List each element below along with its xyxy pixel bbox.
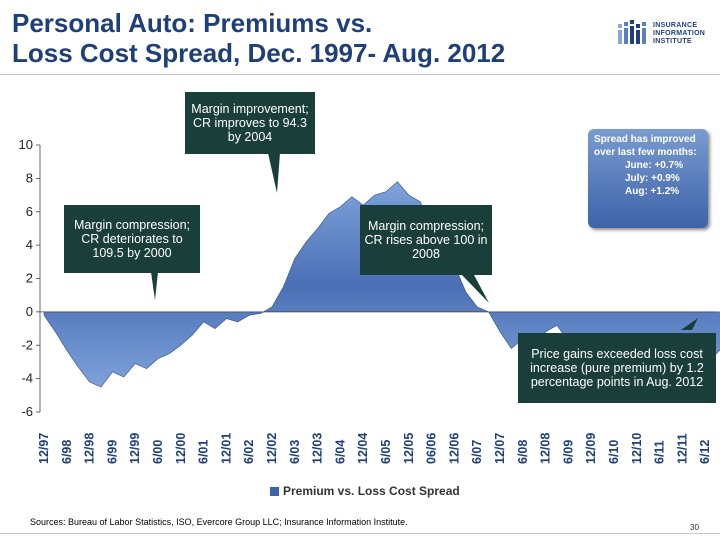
x-tick-label: 6/11 (653, 440, 667, 464)
callout-price-gains-text: Price gains exceeded loss cost increase … (530, 347, 704, 389)
logo-line-1: INSURANCE (653, 22, 698, 29)
y-tick-label: 6 (26, 204, 33, 219)
callout-margin-compression-2008: Margin compression; CR rises above 100 i… (360, 205, 492, 275)
iii-logo-icon (618, 20, 646, 44)
y-tick-label: -4 (21, 371, 33, 386)
logo-line-3: INSTITUTE (653, 38, 692, 45)
x-tick-label: 12/02 (265, 433, 279, 464)
x-tick-label: 12/01 (219, 433, 233, 464)
x-tick-label: 6/09 (561, 440, 575, 464)
x-tick-label: 12/05 (402, 433, 416, 464)
page-number: 30 (690, 523, 699, 532)
x-tick-label: 12/10 (630, 433, 644, 464)
spread-july: July: +0.9% (625, 173, 680, 184)
x-tick-label: 06/06 (425, 433, 439, 464)
x-tick-label: 12/11 (675, 433, 689, 464)
y-tick-label: 0 (26, 304, 33, 319)
x-axis: 12/97 6/98 12/98 6/99 12/99 6/00 12/00 6/01 12/0… (37, 433, 712, 464)
y-axis: 10 8 6 4 2 0 -2 -4 -6 (19, 137, 41, 419)
x-tick-label: 12/07 (493, 433, 507, 464)
callout-margin-improvement-text: Margin improvement; CR improves to 94.3 … (191, 102, 309, 144)
x-tick-label: 6/05 (379, 440, 393, 464)
y-tick-label: 10 (19, 137, 33, 152)
x-tick-label: 12/00 (174, 433, 188, 464)
callout-pointer-2004 (268, 153, 280, 193)
x-tick-label: 12/09 (584, 433, 598, 464)
x-tick-label: 6/10 (607, 440, 621, 464)
title-divider (0, 74, 720, 75)
legend-swatch (270, 487, 279, 497)
x-tick-label: 12/03 (311, 433, 325, 464)
spread-aug: Aug: +1.2% (625, 186, 680, 197)
spread-summary-box: Spread has improved over last few months… (588, 129, 708, 228)
y-tick-label: 8 (26, 170, 33, 185)
x-tick-label: 12/98 (83, 433, 97, 464)
spread-line-1: Spread has improved (594, 134, 696, 145)
callout-pointer-2012 (681, 318, 698, 330)
x-tick-label: 6/00 (151, 440, 165, 464)
callout-margin-improvement: Margin improvement; CR improves to 94.3 … (185, 92, 315, 154)
x-tick-label: 12/06 (447, 433, 461, 464)
x-tick-label: 6/02 (242, 440, 256, 464)
callout-margin-compression-2000-text: Margin compression; CR deteriorates to 1… (73, 218, 190, 260)
x-tick-label: 6/08 (516, 440, 530, 464)
chart-legend: Premium vs. Loss Cost Spread (270, 484, 460, 498)
x-tick-label: 12/08 (539, 433, 553, 464)
x-tick-label: 6/04 (333, 440, 347, 464)
spread-june: June: +0.7% (625, 160, 684, 171)
callout-pointer-2008 (462, 275, 489, 303)
page-title: Personal Auto: Premiums vs. Loss Cost Sp… (12, 8, 612, 68)
x-tick-label: 6/12 (698, 440, 712, 464)
x-tick-label: 6/99 (105, 440, 119, 464)
x-tick-label: 6/01 (197, 440, 211, 464)
y-tick-label: 2 (26, 271, 33, 286)
x-tick-label: 6/98 (60, 440, 74, 464)
title-line-1: Personal Auto: Premiums vs. (12, 8, 373, 38)
callout-pointer-2000 (151, 272, 158, 300)
spread-line-2: over last few months: (594, 147, 697, 158)
callout-margin-compression-2008-text: Margin compression; CR rises above 100 i… (364, 219, 488, 261)
callout-margin-compression-2000: Margin compression; CR deteriorates to 1… (64, 205, 200, 273)
y-tick-label: -2 (21, 337, 33, 352)
x-tick-label: 6/07 (470, 440, 484, 464)
legend-label: Premium vs. Loss Cost Spread (283, 484, 460, 498)
y-tick-label: 4 (26, 237, 33, 252)
x-tick-label: 12/99 (128, 433, 142, 464)
x-tick-label: 12/97 (37, 433, 51, 464)
y-tick-label: -6 (21, 404, 33, 419)
callout-price-gains: Price gains exceeded loss cost increase … (518, 333, 716, 403)
x-tick-label: 12/04 (356, 433, 370, 464)
sources-note: Sources: Bureau of Labor Statistics, ISO… (30, 517, 408, 527)
x-tick-label: 6/03 (288, 440, 302, 464)
title-line-2: Loss Cost Spread, Dec. 1997- Aug. 2012 (12, 38, 506, 68)
footer-divider (0, 533, 720, 534)
logo-text: INSURANCE INFORMATION INSTITUTE (653, 22, 705, 46)
logo-line-2: INFORMATION (653, 30, 706, 37)
